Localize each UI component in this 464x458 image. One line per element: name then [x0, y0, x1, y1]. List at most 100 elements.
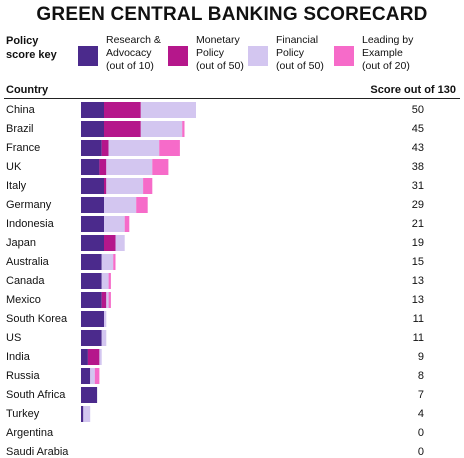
country-label: Italy — [6, 180, 27, 192]
bar-segment — [81, 121, 104, 137]
legend-swatch — [78, 46, 98, 66]
bar-segment — [81, 406, 84, 422]
bar-segment — [101, 254, 114, 270]
country-label: Brazil — [6, 123, 34, 135]
legend-swatch — [334, 46, 354, 66]
country-label: France — [6, 142, 41, 154]
bar-segment — [106, 159, 153, 175]
bar-segment — [143, 178, 153, 194]
score-label: 9 — [417, 351, 424, 363]
bar-segment — [104, 102, 141, 118]
bar-segment — [81, 311, 104, 327]
bar-segment — [87, 349, 100, 365]
bar-segment — [113, 254, 116, 270]
bar-segment — [106, 292, 109, 308]
bar-segment — [81, 159, 100, 175]
bar-segment — [136, 197, 148, 213]
country-column-header: Country — [6, 84, 49, 96]
bar-segment — [81, 330, 102, 346]
bar-segment — [81, 216, 104, 232]
score-label: 29 — [411, 199, 424, 211]
score-label: 13 — [411, 275, 424, 287]
bar-segment — [140, 121, 183, 137]
bar-segment — [81, 387, 98, 403]
bar-segment — [90, 368, 95, 384]
bar-segment — [101, 292, 107, 308]
country-label: India — [6, 351, 30, 363]
country-label: Russia — [6, 370, 40, 382]
bar-segment — [81, 102, 104, 118]
bar-segment — [81, 273, 102, 289]
country-label: Australia — [6, 256, 49, 268]
country-label: Turkey — [6, 408, 40, 420]
country-label: Canada — [6, 275, 45, 287]
score-label: 7 — [417, 389, 424, 401]
legend-label: Leading by Example (out of 20) — [362, 34, 414, 72]
bar-segment — [81, 254, 102, 270]
country-label: China — [6, 104, 35, 116]
score-label: 0 — [417, 427, 424, 439]
country-label: Argentina — [6, 427, 54, 439]
country-label: Indonesia — [6, 218, 54, 230]
bar-segment — [101, 140, 109, 156]
bar-segment — [182, 121, 185, 137]
bar-segment — [104, 216, 125, 232]
country-label: US — [6, 332, 22, 344]
legend-swatch — [248, 46, 268, 66]
bar-segment — [99, 349, 102, 365]
legend-label: Monetary Policy (out of 50) — [196, 34, 244, 72]
score-label: 50 — [411, 104, 424, 116]
score-label: 38 — [411, 161, 424, 173]
bar-segment — [124, 216, 130, 232]
score-label: 15 — [411, 256, 424, 268]
country-label: South Africa — [6, 389, 66, 401]
country-label: Germany — [6, 199, 52, 211]
legend-swatch — [168, 46, 188, 66]
bar-segment — [104, 311, 107, 327]
legend-key-label: Policy score key — [6, 35, 57, 61]
country-label: Mexico — [6, 294, 41, 306]
bar-segment — [81, 197, 104, 213]
bar-segment — [81, 368, 91, 384]
bar-segment — [108, 140, 160, 156]
score-column-header: Score out of 130 — [370, 84, 456, 96]
bar-segment — [106, 178, 144, 194]
bar-segment — [104, 121, 141, 137]
legend-label: Financial Policy (out of 50) — [276, 34, 324, 72]
bar-segment — [81, 140, 102, 156]
bar-segment — [159, 140, 180, 156]
score-label: 4 — [417, 408, 424, 420]
score-label: 31 — [411, 180, 424, 192]
bar-segment — [140, 102, 196, 118]
bar-segment — [104, 197, 137, 213]
bar-segment — [81, 235, 104, 251]
header-divider — [4, 98, 460, 99]
score-label: 13 — [411, 294, 424, 306]
bar-segment — [101, 330, 107, 346]
bar-segment — [99, 159, 107, 175]
score-label: 19 — [411, 237, 424, 249]
bar-segment — [152, 159, 169, 175]
bar-segment — [81, 292, 102, 308]
score-label: 11 — [412, 332, 424, 344]
bar-segment — [108, 273, 111, 289]
chart-title: GREEN CENTRAL BANKING SCORECARD — [36, 4, 428, 25]
bar-segment — [101, 273, 109, 289]
score-label: 0 — [417, 446, 424, 458]
score-label: 45 — [411, 123, 424, 135]
score-label: 21 — [411, 218, 424, 230]
country-label: UK — [6, 161, 22, 173]
bar-segment — [81, 178, 104, 194]
bar-segment — [83, 406, 91, 422]
bar-segment — [108, 292, 111, 308]
country-label: Japan — [6, 237, 36, 249]
country-label: South Korea — [6, 313, 68, 325]
bar-segment — [94, 368, 100, 384]
score-label: 11 — [412, 313, 424, 325]
bar-segment — [115, 235, 125, 251]
bar-segment — [104, 235, 116, 251]
score-label: 8 — [417, 370, 424, 382]
score-label: 43 — [411, 142, 424, 154]
legend-label: Research & Advocacy (out of 10) — [106, 34, 161, 72]
